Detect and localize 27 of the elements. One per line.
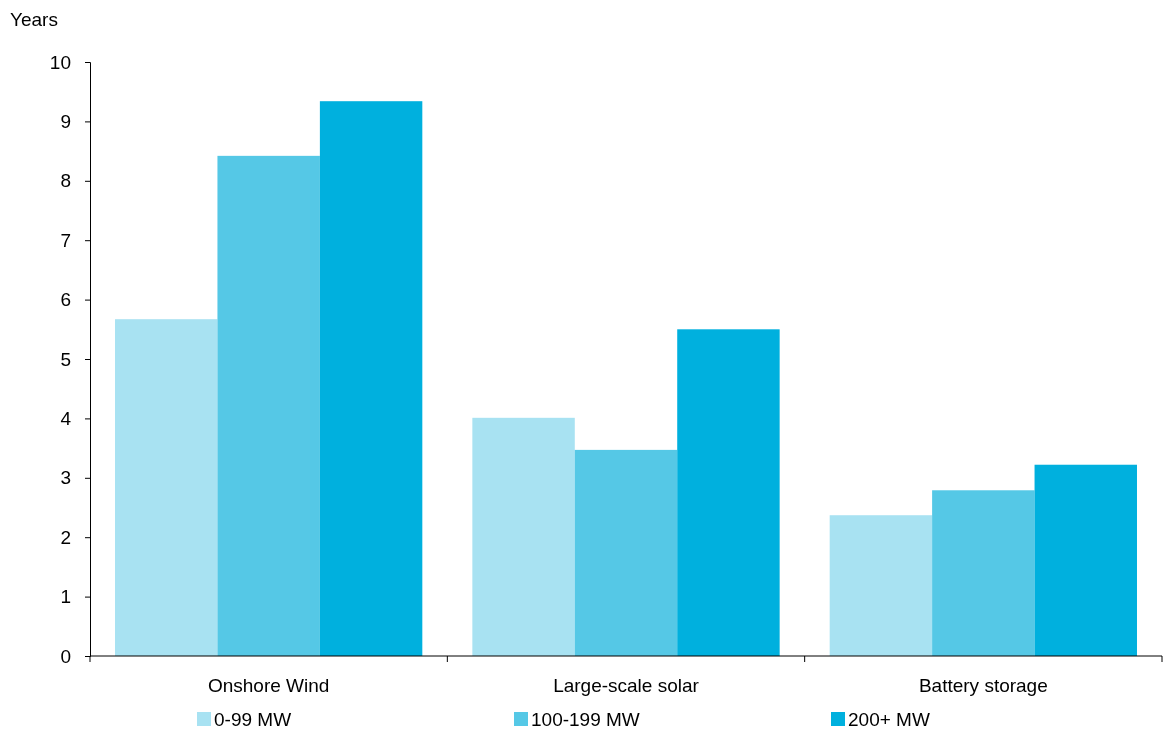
bar <box>677 329 780 656</box>
bar <box>115 319 218 656</box>
y-tick-label: 7 <box>60 229 71 251</box>
bar <box>472 417 575 656</box>
legend-label: 100-199 MW <box>531 709 640 730</box>
bar <box>932 490 1035 656</box>
y-tick-label: 1 <box>60 586 71 608</box>
bar <box>574 449 678 656</box>
x-tick-label: Large-scale solar <box>553 675 700 696</box>
bar <box>829 515 933 656</box>
bar <box>217 155 320 656</box>
legend-label: 0-99 MW <box>214 709 292 730</box>
y-tick-label: 4 <box>60 407 72 429</box>
x-tick-label: Battery storage <box>918 675 1048 696</box>
y-axis-title: Years <box>10 9 58 30</box>
y-tick-label: 10 <box>49 51 71 73</box>
y-tick-label: 3 <box>60 467 71 489</box>
bar <box>319 101 423 656</box>
bar <box>1034 464 1137 656</box>
y-tick-label: 8 <box>60 170 71 192</box>
y-tick-label: 9 <box>60 110 71 132</box>
legend-label: 200+ MW <box>848 709 930 730</box>
y-tick-label: 5 <box>60 348 71 370</box>
y-tick-label: 0 <box>60 645 71 667</box>
x-tick-label: Onshore Wind <box>207 675 330 696</box>
y-tick-label: 2 <box>60 526 71 548</box>
y-tick-label: 6 <box>60 289 71 311</box>
